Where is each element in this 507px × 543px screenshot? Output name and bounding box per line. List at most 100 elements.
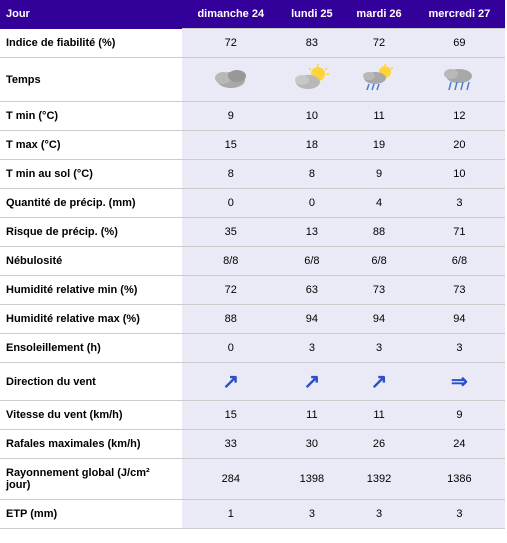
weather-forecast-table: Jour dimanche 24 lundi 25 mardi 26 mercr… bbox=[0, 0, 505, 529]
row-label: Indice de fiabilité (%) bbox=[0, 29, 182, 58]
row-label: Rayonnement global (J/cm² jour) bbox=[0, 459, 182, 500]
wind-arrow-cell: ↗ bbox=[344, 363, 414, 401]
data-cell: 19 bbox=[344, 131, 414, 160]
data-cell: 11 bbox=[280, 401, 345, 430]
wind-arrow-ne-icon: ↗ bbox=[371, 369, 388, 394]
data-cell: 3 bbox=[344, 334, 414, 363]
data-cell: 26 bbox=[344, 430, 414, 459]
table-row: Rayonnement global (J/cm² jour)284139813… bbox=[0, 459, 505, 500]
row-label: Direction du vent bbox=[0, 363, 182, 401]
day-header-2: mardi 26 bbox=[344, 0, 414, 29]
wind-arrow-cell: ↗ bbox=[182, 363, 280, 401]
table-row: Quantité de précip. (mm)0043 bbox=[0, 189, 505, 218]
weather-icon-cell bbox=[414, 58, 505, 102]
weather-icon-cell bbox=[280, 58, 345, 102]
row-label: Quantité de précip. (mm) bbox=[0, 189, 182, 218]
data-cell: 6/8 bbox=[344, 247, 414, 276]
table-row: Risque de précip. (%)35138871 bbox=[0, 218, 505, 247]
data-cell: 6/8 bbox=[280, 247, 345, 276]
data-cell: 3 bbox=[414, 500, 505, 529]
wind-arrow-ne-icon: ↗ bbox=[222, 369, 239, 394]
data-cell: 8 bbox=[182, 160, 280, 189]
table-row: Direction du vent ↗ ↗ ↗ ⇒ bbox=[0, 363, 505, 401]
data-cell: 88 bbox=[182, 305, 280, 334]
row-label: Temps bbox=[0, 58, 182, 102]
row-label: Ensoleillement (h) bbox=[0, 334, 182, 363]
row-label: T min au sol (°C) bbox=[0, 160, 182, 189]
row-label: Humidité relative max (%) bbox=[0, 305, 182, 334]
data-cell: 69 bbox=[414, 29, 505, 58]
data-cell: 71 bbox=[414, 218, 505, 247]
data-cell: 20 bbox=[414, 131, 505, 160]
data-cell: 9 bbox=[182, 102, 280, 131]
data-cell: 3 bbox=[280, 500, 345, 529]
header-row: Jour dimanche 24 lundi 25 mardi 26 mercr… bbox=[0, 0, 505, 29]
wind-arrow-cell: ↗ bbox=[280, 363, 345, 401]
data-cell: 11 bbox=[344, 401, 414, 430]
partly_sunny-icon bbox=[292, 64, 332, 95]
data-cell: 94 bbox=[344, 305, 414, 334]
data-cell: 0 bbox=[182, 189, 280, 218]
jour-header: Jour bbox=[0, 0, 182, 29]
data-cell: 10 bbox=[280, 102, 345, 131]
day-header-1: lundi 25 bbox=[280, 0, 345, 29]
data-cell: 83 bbox=[280, 29, 345, 58]
weather-icon-cell bbox=[344, 58, 414, 102]
row-label: Risque de précip. (%) bbox=[0, 218, 182, 247]
data-cell: 4 bbox=[344, 189, 414, 218]
data-cell: 1398 bbox=[280, 459, 345, 500]
table-row: Rafales maximales (km/h)33302624 bbox=[0, 430, 505, 459]
data-cell: 3 bbox=[414, 334, 505, 363]
table-row: Ensoleillement (h)0333 bbox=[0, 334, 505, 363]
row-label: ETP (mm) bbox=[0, 500, 182, 529]
data-cell: 3 bbox=[344, 500, 414, 529]
data-cell: 18 bbox=[280, 131, 345, 160]
table-row: Humidité relative min (%)72637373 bbox=[0, 276, 505, 305]
data-cell: 11 bbox=[344, 102, 414, 131]
data-cell: 9 bbox=[414, 401, 505, 430]
row-label: Humidité relative min (%) bbox=[0, 276, 182, 305]
data-cell: 12 bbox=[414, 102, 505, 131]
data-cell: 72 bbox=[182, 29, 280, 58]
data-cell: 15 bbox=[182, 131, 280, 160]
data-cell: 63 bbox=[280, 276, 345, 305]
row-label: Nébulosité bbox=[0, 247, 182, 276]
cloudy-icon bbox=[211, 64, 251, 95]
data-cell: 3 bbox=[280, 334, 345, 363]
rain-icon bbox=[439, 64, 479, 95]
data-cell: 94 bbox=[414, 305, 505, 334]
data-cell: 35 bbox=[182, 218, 280, 247]
data-cell: 1392 bbox=[344, 459, 414, 500]
data-cell: 0 bbox=[182, 334, 280, 363]
data-cell: 10 bbox=[414, 160, 505, 189]
row-label: T max (°C) bbox=[0, 131, 182, 160]
data-cell: 73 bbox=[414, 276, 505, 305]
data-cell: 3 bbox=[414, 189, 505, 218]
data-cell: 88 bbox=[344, 218, 414, 247]
table-row: T min (°C)9101112 bbox=[0, 102, 505, 131]
data-cell: 9 bbox=[344, 160, 414, 189]
sun_rain-icon bbox=[359, 64, 399, 95]
data-cell: 72 bbox=[344, 29, 414, 58]
data-cell: 73 bbox=[344, 276, 414, 305]
data-cell: 24 bbox=[414, 430, 505, 459]
data-cell: 30 bbox=[280, 430, 345, 459]
table-row: ETP (mm)1333 bbox=[0, 500, 505, 529]
data-cell: 1 bbox=[182, 500, 280, 529]
day-header-0: dimanche 24 bbox=[182, 0, 280, 29]
data-cell: 8/8 bbox=[182, 247, 280, 276]
data-cell: 13 bbox=[280, 218, 345, 247]
table-row: Indice de fiabilité (%)72837269 bbox=[0, 29, 505, 58]
data-cell: 15 bbox=[182, 401, 280, 430]
row-label: Vitesse du vent (km/h) bbox=[0, 401, 182, 430]
data-cell: 6/8 bbox=[414, 247, 505, 276]
table-row: Nébulosité8/86/86/86/8 bbox=[0, 247, 505, 276]
row-label: T min (°C) bbox=[0, 102, 182, 131]
data-cell: 0 bbox=[280, 189, 345, 218]
wind-arrow-cell: ⇒ bbox=[414, 363, 505, 401]
weather-icon-cell bbox=[182, 58, 280, 102]
day-header-3: mercredi 27 bbox=[414, 0, 505, 29]
data-cell: 94 bbox=[280, 305, 345, 334]
data-cell: 1386 bbox=[414, 459, 505, 500]
data-cell: 8 bbox=[280, 160, 345, 189]
